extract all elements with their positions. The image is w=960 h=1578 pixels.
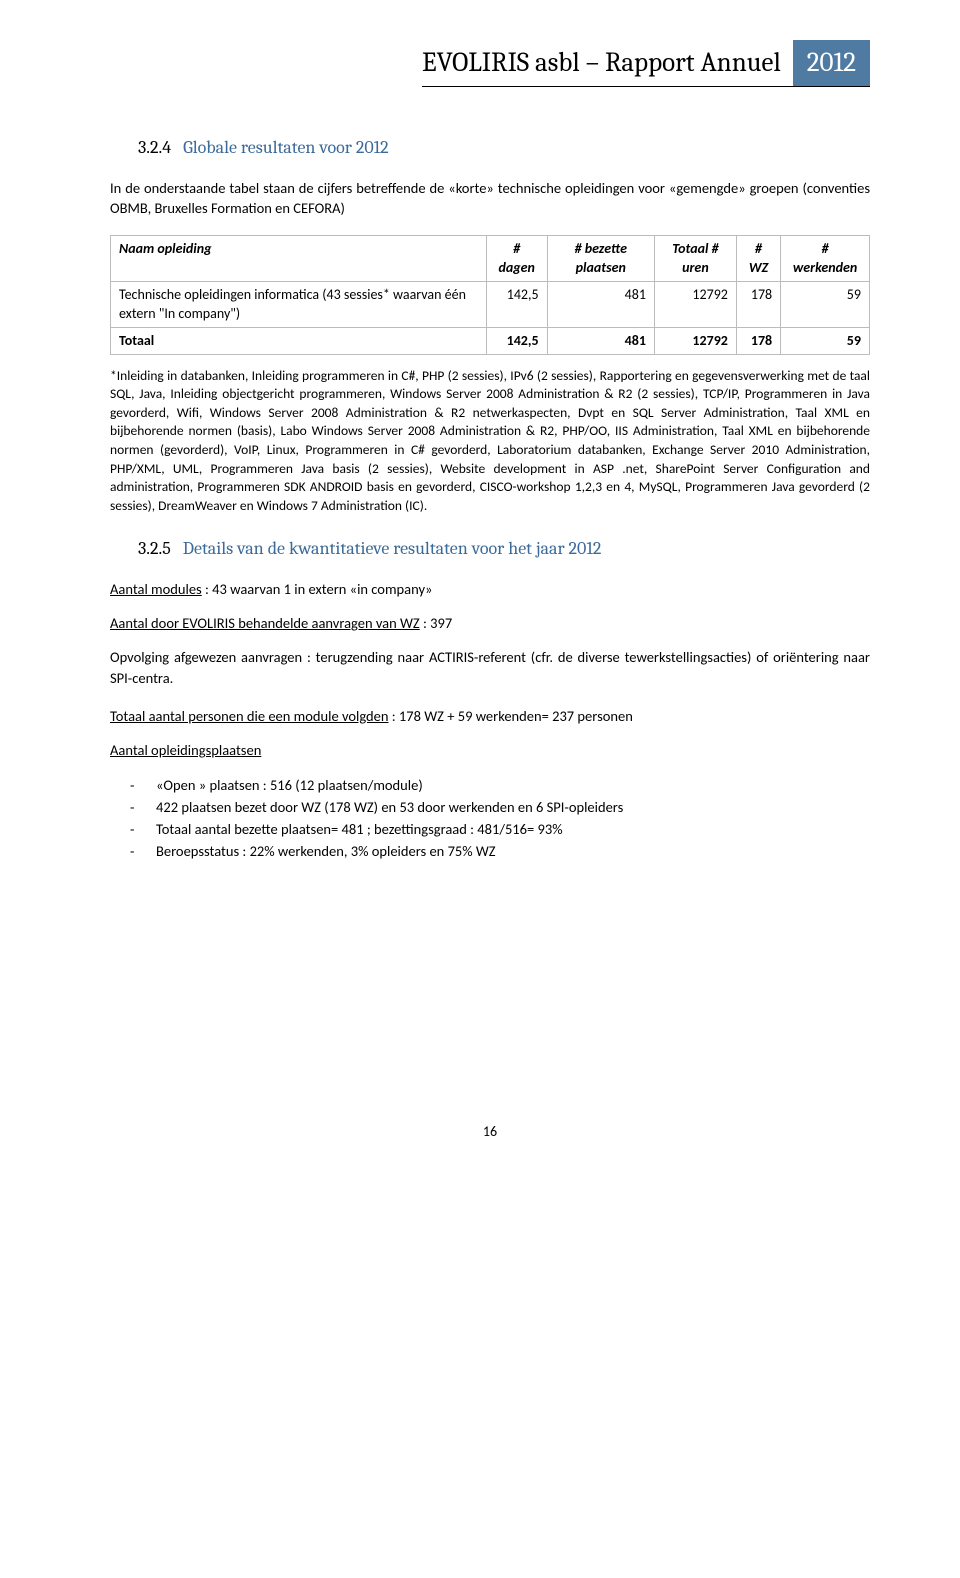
cell-total-uren: 12792 — [654, 327, 736, 354]
detail-plaatsen-list: «Open » plaatsen : 516 (12 plaatsen/modu… — [110, 775, 870, 862]
section-heading-details: 3.2.5 Details van de kwantitatieve result… — [138, 536, 870, 561]
cell-total-plaatsen: 481 — [547, 327, 654, 354]
section-heading-results: 3.2.4 Globale resultaten voor 2012 — [138, 135, 870, 160]
detail-modules-text: : 43 waarvan 1 in extern «in company» — [202, 580, 433, 598]
cell-wz: 178 — [736, 281, 780, 327]
col-wz: # WZ — [736, 235, 780, 281]
col-uren: Totaal # uren — [654, 235, 736, 281]
col-werkenden: # werkenden — [781, 235, 870, 281]
cell-name: Technische opleidingen informatica (43 s… — [111, 281, 487, 327]
section-number: 3.2.5 — [138, 538, 171, 559]
cell-total-wz: 178 — [736, 327, 780, 354]
document-header: EVOLIRIS asbl – Rapport Annuel 2012 — [110, 40, 870, 87]
list-item: Totaal aantal bezette plaatsen= 481 ; be… — [156, 819, 870, 839]
header-year-badge: 2012 — [793, 40, 870, 87]
detail-totaal-text: : 178 WZ + 59 werkenden= 237 personen — [388, 707, 632, 725]
cell-dagen: 142,5 — [486, 281, 547, 327]
results-table: Naam opleiding # dagen # bezette plaatse… — [110, 235, 870, 355]
detail-plaatsen-heading: Aantal opleidingsplaatsen — [110, 740, 870, 760]
detail-totaal: Totaal aantal personen die een module vo… — [110, 706, 870, 726]
detail-plaatsen-label: Aantal opleidingsplaatsen — [110, 741, 261, 759]
table-footnote: *Inleiding in databanken, Inleiding prog… — [110, 367, 870, 516]
col-dagen: # dagen — [486, 235, 547, 281]
detail-aanvragen: Aantal door EVOLIRIS behandelde aanvrage… — [110, 613, 870, 633]
table-row: Technische opleidingen informatica (43 s… — [111, 281, 870, 327]
detail-opvolging: Opvolging afgewezen aanvragen : terugzen… — [110, 647, 870, 688]
section-title: Details van de kwantitatieve resultaten … — [183, 538, 602, 559]
table-header-row: Naam opleiding # dagen # bezette plaatse… — [111, 235, 870, 281]
detail-modules-label: Aantal modules — [110, 580, 202, 598]
list-item: 422 plaatsen bezet door WZ (178 WZ) en 5… — [156, 797, 870, 817]
detail-aanvragen-label: Aantal door EVOLIRIS behandelde aanvrage… — [110, 614, 420, 632]
cell-werk: 59 — [781, 281, 870, 327]
cell-total-werk: 59 — [781, 327, 870, 354]
list-item: Beroepsstatus : 22% werkenden, 3% opleid… — [156, 841, 870, 861]
section-intro: In de onderstaande tabel staan de cijfer… — [110, 178, 870, 219]
col-naam: Naam opleiding — [111, 235, 487, 281]
page-number: 16 — [110, 1122, 870, 1142]
cell-total-dagen: 142,5 — [486, 327, 547, 354]
col-plaatsen: # bezette plaatsen — [547, 235, 654, 281]
header-title: EVOLIRIS asbl – Rapport Annuel — [422, 40, 793, 87]
list-item: «Open » plaatsen : 516 (12 plaatsen/modu… — [156, 775, 870, 795]
section-title: Globale resultaten voor 2012 — [183, 137, 389, 158]
section-number: 3.2.4 — [138, 137, 171, 158]
cell-plaatsen: 481 — [547, 281, 654, 327]
table-total-row: Totaal 142,5 481 12792 178 59 — [111, 327, 870, 354]
detail-modules: Aantal modules : 43 waarvan 1 in extern … — [110, 579, 870, 599]
cell-uren: 12792 — [654, 281, 736, 327]
cell-total-label: Totaal — [111, 327, 487, 354]
detail-totaal-label: Totaal aantal personen die een module vo… — [110, 707, 388, 725]
detail-aanvragen-text: : 397 — [420, 614, 452, 632]
